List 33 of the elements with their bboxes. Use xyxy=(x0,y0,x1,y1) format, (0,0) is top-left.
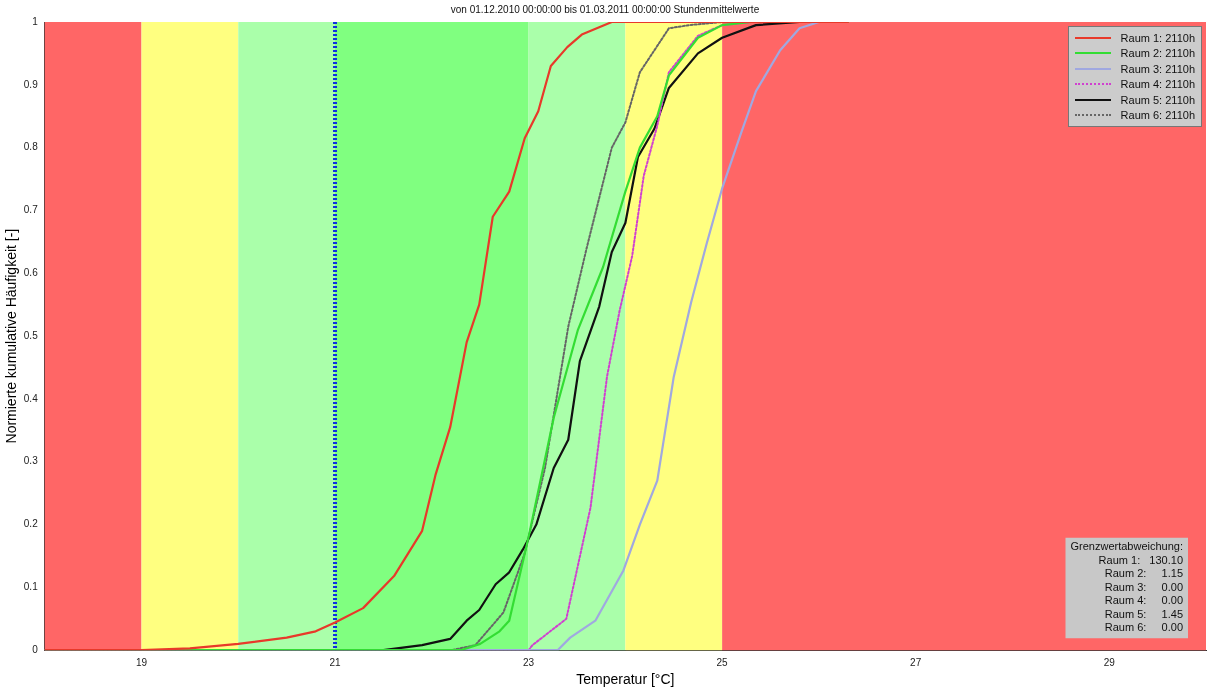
y-tick-label: 1 xyxy=(32,15,39,27)
y-axis-title: Normierte kumulative Häufigkeit [-] xyxy=(3,228,20,444)
y-tick-label: 0 xyxy=(32,643,39,655)
x-tick-label: 29 xyxy=(1103,656,1116,668)
chart-title: von 01.12.2010 00:00:00 bis 01.03.2011 00:00:00 Stundenmittelwerte xyxy=(450,3,760,15)
y-tick-label: 0.1 xyxy=(23,581,39,593)
annotation: Raum 3: 0.00 xyxy=(1104,580,1183,593)
annotation: Raum 6: 0.00 xyxy=(1104,621,1183,634)
annotation: Grenzwertabweichung: xyxy=(1070,540,1183,553)
y-tick-label: 0.3 xyxy=(23,455,39,467)
x-tick-label: 19 xyxy=(135,656,148,668)
y-tick-label: 0.9 xyxy=(23,78,39,90)
annotation: Raum 5: 1.45 xyxy=(1104,607,1183,620)
y-tick-label: 0.4 xyxy=(23,392,39,404)
legend-label: Raum 6: 2110h xyxy=(1120,109,1195,122)
annotation: Raum 1: 130.10 xyxy=(1098,553,1183,566)
y-tick-label: 0.6 xyxy=(23,267,39,279)
legend-label: Raum 1: 2110h xyxy=(1120,31,1195,44)
x-tick-label: 25 xyxy=(716,656,729,668)
legend-label: Raum 4: 2110h xyxy=(1120,78,1195,91)
y-tick-label: 0.5 xyxy=(23,329,39,341)
y-tick-label: 0.2 xyxy=(23,518,39,530)
y-tick-label: 0.8 xyxy=(23,141,39,153)
annotation: Raum 4: 0.00 xyxy=(1104,594,1183,607)
x-axis-title: Temperatur [°C] xyxy=(576,671,675,688)
annotation: Raum 2: 1.15 xyxy=(1104,567,1183,580)
x-tick-label: 27 xyxy=(910,656,922,668)
x-tick-label: 21 xyxy=(329,656,342,668)
legend-label: Raum 2: 2110h xyxy=(1120,47,1195,60)
x-tick-label: 23 xyxy=(523,656,535,668)
legend-label: Raum 3: 2110h xyxy=(1120,62,1195,75)
y-tick-label: 0.7 xyxy=(23,204,39,216)
legend-label: Raum 5: 2110h xyxy=(1120,93,1195,106)
